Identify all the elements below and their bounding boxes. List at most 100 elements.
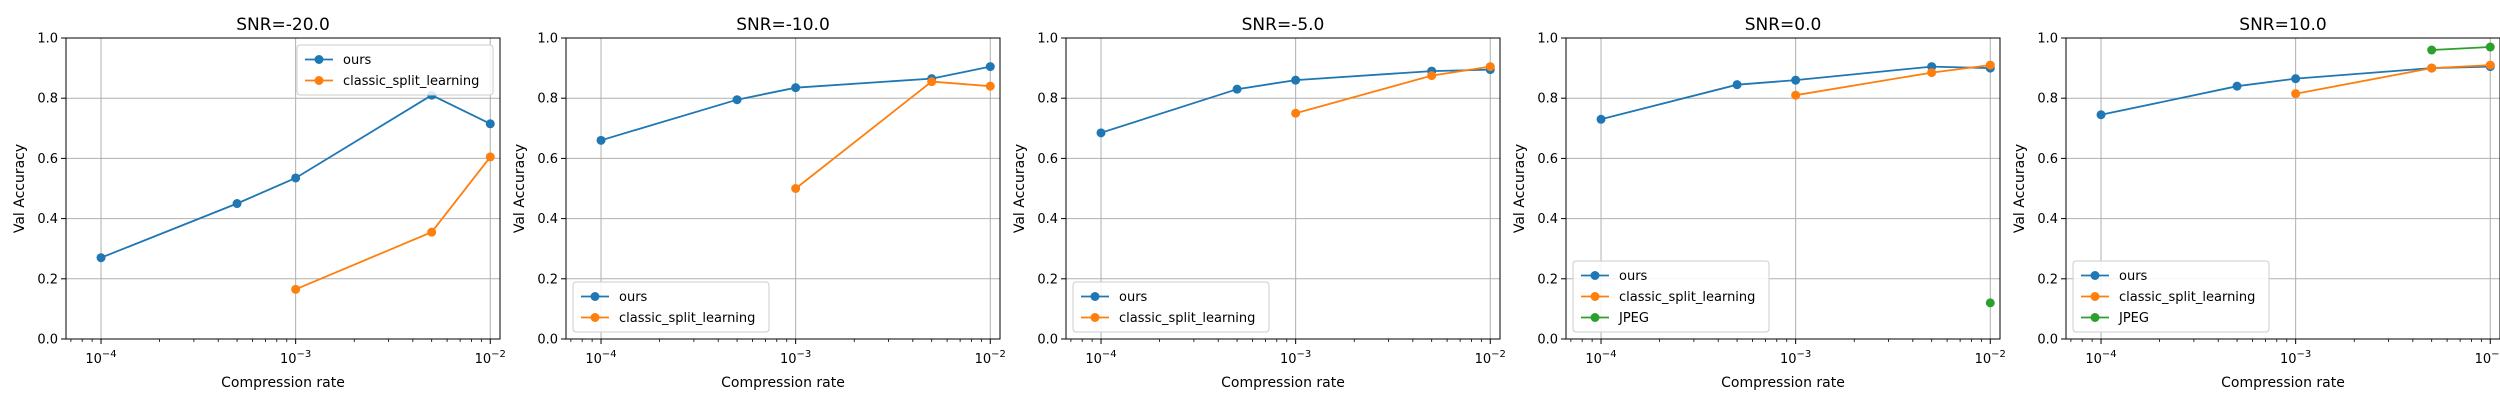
x-tick-label: 10−3 (280, 349, 311, 367)
x-tick-label: 10−4 (1085, 349, 1116, 367)
data-point-classic_split_learning (2485, 60, 2495, 70)
y-tick-label: 0.2 (37, 272, 58, 287)
y-tick-label: 0.2 (1537, 272, 1558, 287)
y-tick-label: 0.6 (1537, 152, 1558, 167)
y-tick-label: 0.8 (537, 92, 558, 107)
y-axis-label: Val Accuracy (1012, 144, 1028, 233)
data-point-ours (2291, 74, 2301, 84)
data-point-ours (1232, 84, 1242, 94)
legend-marker-ours (1590, 271, 1600, 280)
series-line-JPEG (2431, 46, 2491, 51)
legend-label-ours: ours (1619, 269, 1648, 284)
y-tick-label: 0.6 (2037, 152, 2058, 167)
data-point-classic_split_learning (2427, 63, 2437, 73)
y-tick-label: 0.8 (37, 92, 58, 107)
data-point-classic_split_learning (427, 227, 437, 237)
chart-title: SNR=-10.0 (736, 15, 830, 35)
y-axis-label: Val Accuracy (512, 144, 528, 233)
legend: ours classic_split_learning JPEG (1572, 260, 1770, 333)
chart-title: SNR=0.0 (1745, 15, 1822, 35)
x-tick-label: 10−2 (975, 349, 1006, 367)
y-tick-label: 0.2 (537, 272, 558, 287)
legend-marker-ours (590, 292, 600, 301)
data-point-ours (291, 173, 301, 183)
y-tick-label: 1.0 (37, 32, 58, 47)
y-tick-label: 0.0 (2037, 333, 2058, 348)
legend-box (1572, 260, 1770, 333)
legend-box (572, 281, 770, 333)
x-axis-label: Compression rate (1721, 375, 1845, 391)
legend-label-ours: ours (2119, 269, 2148, 284)
y-tick-label: 0.6 (1037, 152, 1058, 167)
x-tick-label: 10−4 (85, 349, 116, 367)
data-point-classic_split_learning (2291, 89, 2301, 99)
legend-label-classic_split_learning: classic_split_learning (619, 311, 755, 326)
chart-panel-3: 0.0 0.2 0.4 0.6 0.8 1.0 10−4 10−3 10−2 SNR=-5.0 Co… (1012, 15, 1506, 391)
series-line-classic_split_learning (295, 156, 492, 291)
x-tick-label: 10−2 (1475, 349, 1506, 367)
data-point-ours (2096, 110, 2106, 120)
data-point-ours (2232, 81, 2242, 91)
x-axis-label: Compression rate (2221, 375, 2345, 391)
x-tick-label: 10−2 (475, 349, 506, 367)
x-tick-label: 10−4 (1585, 349, 1616, 367)
data-point-classic_split_learning (1927, 68, 1937, 78)
x-tick-label: 10−4 (2085, 349, 2116, 367)
x-tick-label: 10−4 (585, 349, 616, 367)
legend: ours classic_split_learning JPEG (2072, 260, 2270, 333)
y-tick-label: 1.0 (2037, 32, 2058, 47)
chart-panel-4: 0.0 0.2 0.4 0.6 0.8 1.0 10−4 10−3 10−2 SNR=0.0 Com… (1512, 15, 2006, 391)
legend-marker-classic_split_learning (1590, 292, 1600, 301)
data-point-JPEG (2485, 42, 2495, 52)
legend-marker-JPEG (1590, 313, 1600, 322)
data-point-ours (232, 199, 242, 209)
legend-marker-classic_split_learning (590, 313, 600, 322)
x-tick-label: 10−3 (1280, 349, 1311, 367)
legend-marker-ours (1090, 292, 1100, 301)
data-point-JPEG (2427, 45, 2437, 55)
data-point-ours (1596, 114, 1606, 124)
legend: ours classic_split_learning (296, 44, 494, 96)
x-tick-label: 10−2 (1975, 349, 2006, 367)
y-tick-label: 0.8 (1037, 92, 1058, 107)
y-tick-label: 0.4 (1037, 212, 1058, 227)
legend-label-JPEG: JPEG (2118, 311, 2149, 326)
x-axis-label: Compression rate (221, 375, 345, 391)
legend-box (1072, 281, 1270, 333)
y-tick-label: 0.4 (1537, 212, 1558, 227)
y-tick-label: 0.0 (37, 333, 58, 348)
data-point-ours (985, 62, 995, 72)
legend-box (296, 44, 494, 96)
y-tick-label: 0.0 (1537, 333, 1558, 348)
y-tick-label: 0.0 (1037, 333, 1058, 348)
data-point-ours (732, 95, 742, 105)
y-tick-label: 0.4 (537, 212, 558, 227)
legend-label-ours: ours (343, 53, 372, 68)
series-line-classic_split_learning (795, 80, 991, 190)
y-tick-label: 1.0 (1537, 32, 1558, 47)
data-point-ours (96, 253, 106, 263)
x-axis-label: Compression rate (721, 375, 845, 391)
chart-panel-1: 0.0 0.2 0.4 0.6 0.8 1.0 10−4 10−3 10−2 SNR=-20.0 C… (12, 15, 506, 391)
axes-frame (2065, 37, 2500, 340)
legend-marker-JPEG (2090, 313, 2100, 322)
legend-label-classic_split_learning: classic_split_learning (1619, 290, 1755, 305)
legend-marker-classic_split_learning (2090, 292, 2100, 301)
legend-marker-classic_split_learning (314, 76, 324, 85)
x-tick-label: 10−3 (780, 349, 811, 367)
x-tick-label: 10−3 (1780, 349, 1811, 367)
data-point-ours (485, 119, 495, 129)
y-axis-label: Val Accuracy (2012, 144, 2028, 233)
x-tick-label: 10−2 (2475, 349, 2500, 367)
legend-label-JPEG: JPEG (1618, 311, 1649, 326)
data-point-classic_split_learning (1791, 90, 1801, 100)
y-tick-label: 0.2 (2037, 272, 2058, 287)
data-point-classic_split_learning (1427, 71, 1437, 81)
y-tick-label: 0.6 (37, 152, 58, 167)
legend-label-classic_split_learning: classic_split_learning (343, 74, 479, 89)
y-tick-label: 0.6 (537, 152, 558, 167)
series-line-classic_split_learning (2295, 64, 2491, 95)
y-tick-label: 0.0 (537, 333, 558, 348)
data-point-ours (791, 83, 801, 93)
x-tick-label: 10−3 (2280, 349, 2311, 367)
